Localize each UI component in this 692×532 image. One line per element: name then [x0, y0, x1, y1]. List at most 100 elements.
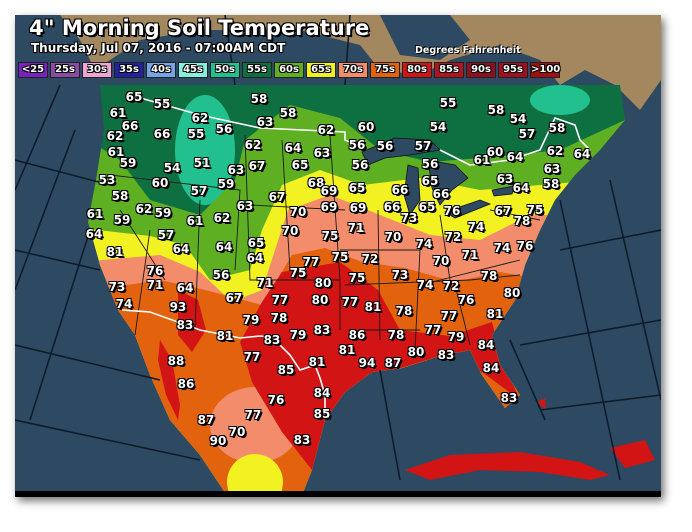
- station-temperature: 66: [121, 119, 139, 133]
- station-temperature: 77: [244, 408, 262, 422]
- station-temperature: 58: [542, 177, 560, 191]
- station-temperature: 63: [496, 172, 514, 186]
- station-temperature: 64: [512, 181, 530, 195]
- station-temperature: 67: [268, 190, 286, 204]
- station-temperature: 83: [176, 318, 194, 332]
- station-temperature: 58: [111, 189, 129, 203]
- station-temperature: 57: [157, 228, 175, 242]
- station-temperature: 63: [236, 199, 254, 213]
- station-temperature: 61: [473, 153, 491, 167]
- legend-item: 65s: [306, 62, 336, 78]
- station-temperature: 81: [106, 245, 124, 259]
- bottom-bar: [15, 491, 661, 497]
- station-temperature: 51: [193, 156, 211, 170]
- station-temperature: 60: [151, 176, 169, 190]
- station-temperature: 84: [477, 338, 495, 352]
- legend-item: 45s: [178, 62, 208, 78]
- station-temperature: 76: [267, 393, 285, 407]
- station-temperature: 78: [513, 214, 531, 228]
- station-temperature: 66: [153, 127, 171, 141]
- station-temperature: 65: [125, 90, 143, 104]
- station-temperature: 54: [163, 161, 181, 175]
- station-temperature: 56: [376, 139, 394, 153]
- station-temperature: 70: [432, 254, 450, 268]
- station-temperature: 75: [348, 271, 366, 285]
- station-temperature: 71: [146, 278, 164, 292]
- cuba: [405, 452, 610, 480]
- legend-item: 60s: [274, 62, 304, 78]
- station-temperature: 69: [320, 200, 338, 214]
- station-temperature: 94: [358, 356, 376, 370]
- station-temperature: 81: [486, 307, 504, 321]
- station-temperature: 65: [418, 200, 436, 214]
- station-temperature: 56: [348, 138, 366, 152]
- station-temperature: 83: [500, 391, 518, 405]
- station-temperature: 81: [338, 343, 356, 357]
- us-canada-border: [129, 94, 591, 166]
- lake-ontario: [491, 185, 516, 197]
- station-temperature: 55: [153, 97, 171, 111]
- lake-michigan: [403, 164, 421, 216]
- legend-item: 55s: [242, 62, 272, 78]
- legend-item: 95s: [498, 62, 528, 78]
- station-temperature: 74: [415, 237, 433, 251]
- station-temperature: 64: [215, 240, 233, 254]
- station-temperature: 74: [493, 241, 511, 255]
- station-temperature: 57: [414, 139, 432, 153]
- hudson-bay: [380, 15, 470, 60]
- legend-item: 75s: [370, 62, 400, 78]
- station-temperature: 87: [197, 413, 215, 427]
- station-temperature: 75: [289, 266, 307, 280]
- station-temperature: 67: [248, 159, 266, 173]
- state-lines: [109, 134, 541, 351]
- station-temperature: 76: [457, 293, 475, 307]
- station-temperature: 64: [85, 227, 103, 241]
- zone-80s-southwest: [178, 290, 206, 352]
- station-temperature: 80: [503, 286, 521, 300]
- station-temperature: 56: [421, 157, 439, 171]
- zone-50s: [175, 95, 235, 205]
- station-temperature: 90: [209, 434, 227, 448]
- station-temperature: 66: [383, 200, 401, 214]
- station-temperature: 85: [277, 363, 295, 377]
- station-temperature: 65: [421, 174, 439, 188]
- station-temperature: 70: [289, 205, 307, 219]
- station-temperature: 69: [349, 201, 367, 215]
- station-temperature: 63: [543, 162, 561, 176]
- lake-superior: [361, 137, 441, 166]
- station-temperature: 56: [215, 122, 233, 136]
- map-date: Thursday, Jul 07, 2016 - 07:00AM CDT: [31, 41, 286, 55]
- station-temperature: 56: [351, 158, 369, 172]
- station-temperature: 81: [216, 329, 234, 343]
- zone-50s-ne: [530, 85, 590, 115]
- station-temperature: 84: [313, 386, 331, 400]
- zone-80s: [240, 262, 520, 470]
- us-mexico-border: [121, 309, 326, 418]
- station-temperature: 71: [256, 276, 274, 290]
- legend-item: 40s: [146, 62, 176, 78]
- station-temperature: 61: [86, 207, 104, 221]
- soil-temperature-map: [15, 15, 661, 497]
- station-temperature: 77: [341, 295, 359, 309]
- station-temperature: 54: [509, 112, 527, 126]
- legend-item: 80s: [402, 62, 432, 78]
- station-temperature: 55: [439, 96, 457, 110]
- station-temperature: 83: [263, 333, 281, 347]
- station-temperature: 77: [440, 309, 458, 323]
- station-temperature: 65: [291, 158, 309, 172]
- station-temperature: 62: [191, 111, 209, 125]
- station-temperature: 85: [313, 407, 331, 421]
- station-temperature: 63: [227, 163, 245, 177]
- station-temperature: 88: [167, 354, 185, 368]
- station-temperature: 73: [108, 280, 126, 294]
- station-temperature: 58: [250, 92, 268, 106]
- station-temperature: 81: [308, 355, 326, 369]
- legend-item: 50s: [210, 62, 240, 78]
- station-temperature: 75: [331, 250, 349, 264]
- station-temperature: 69: [320, 184, 338, 198]
- station-temperature: 73: [391, 268, 409, 282]
- station-temperature: 78: [395, 304, 413, 318]
- station-temperature: 64: [176, 281, 194, 295]
- station-temperature: 61: [107, 145, 125, 159]
- station-temperature: 68: [307, 176, 325, 190]
